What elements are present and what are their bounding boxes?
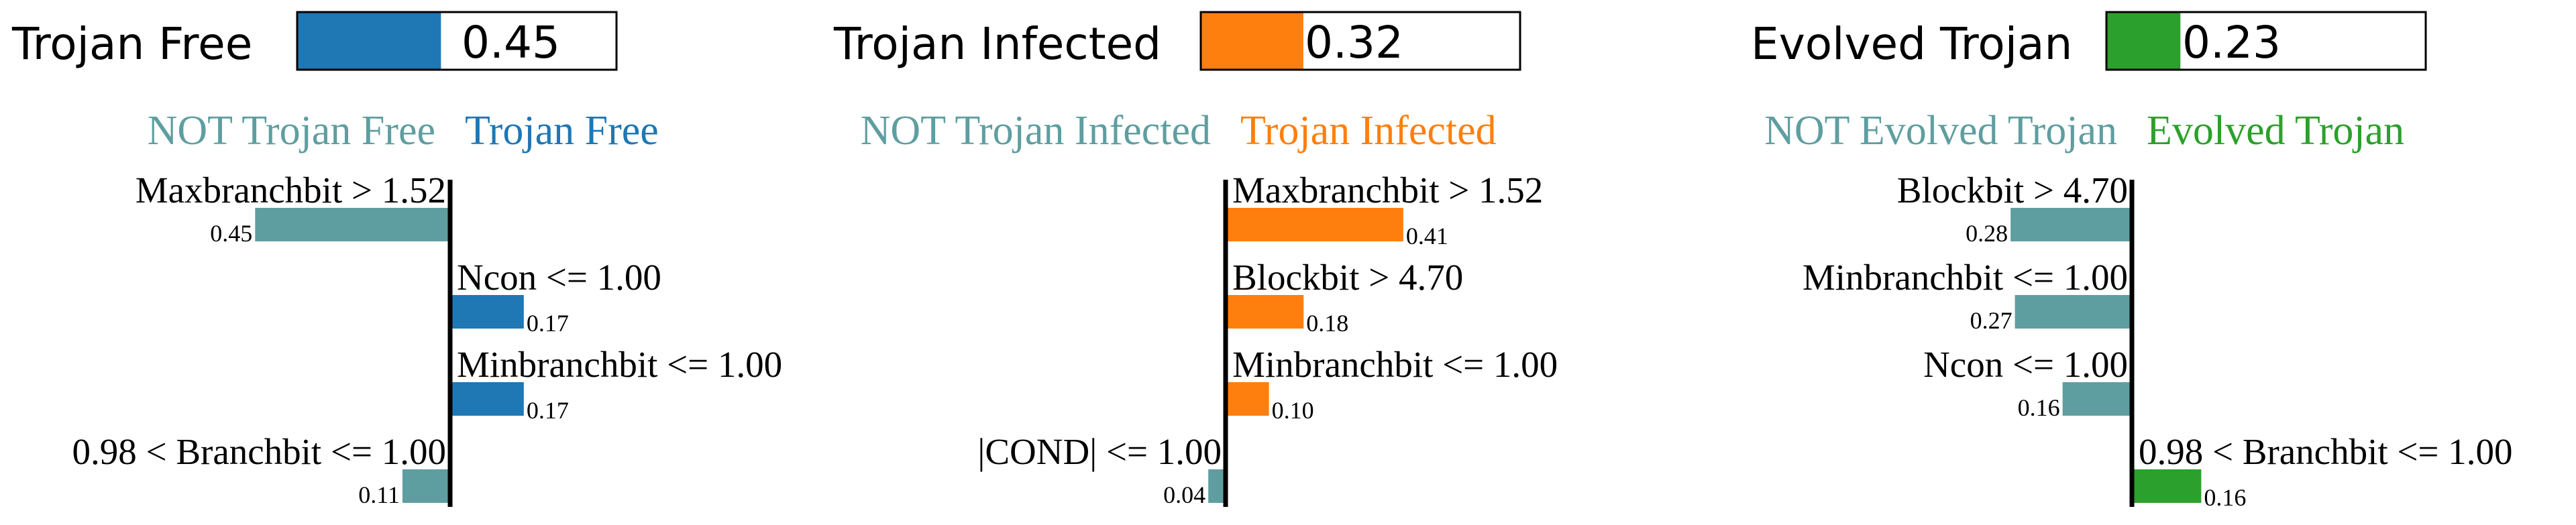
probability-class-name: Trojan Free <box>11 18 252 70</box>
feature-bar <box>1226 295 1304 329</box>
feature-bar <box>450 382 524 416</box>
probability-fill <box>1201 13 1303 69</box>
feature-value-label: 0.16 <box>2018 394 2060 421</box>
feature-bar <box>2010 208 2132 241</box>
feature-value-label: 0.27 <box>1970 307 2012 334</box>
feature-value-label: 0.41 <box>1406 223 1448 249</box>
probability-value: 0.23 <box>2182 17 2281 68</box>
feature-value-label: 0.04 <box>1163 481 1205 508</box>
feature-condition-label: Maxbranchbit > 1.52 <box>1232 170 1543 211</box>
feature-value-label: 0.17 <box>527 310 569 337</box>
not-class-label: NOT Evolved Trojan <box>1764 108 2117 154</box>
feature-condition-label: 0.98 < Branchbit <= 1.00 <box>72 431 446 472</box>
feature-bar <box>402 469 450 503</box>
feature-condition-label: Ncon <= 1.00 <box>1923 344 2128 385</box>
class-label: Trojan Infected <box>1240 108 1497 154</box>
probability-fill <box>2107 13 2181 69</box>
feature-bar <box>450 295 524 329</box>
not-class-label: NOT Trojan Free <box>148 108 435 154</box>
feature-bar <box>2015 295 2132 329</box>
class-label: Evolved Trojan <box>2147 108 2404 154</box>
class-label: Trojan Free <box>465 108 659 154</box>
probability-class-name: Evolved Trojan <box>1751 18 2072 70</box>
feature-condition-label: 0.98 < Branchbit <= 1.00 <box>2139 431 2512 472</box>
feature-bar <box>1226 208 1403 241</box>
feature-condition-label: Minbranchbit <= 1.00 <box>1803 257 2128 298</box>
feature-condition-label: Blockbit > 4.70 <box>1232 257 1463 298</box>
feature-condition-label: Ncon <= 1.00 <box>457 257 661 298</box>
not-class-label: NOT Trojan Infected <box>861 108 1211 154</box>
feature-value-label: 0.11 <box>358 481 400 508</box>
feature-condition-label: Minbranchbit <= 1.00 <box>1232 344 1558 385</box>
feature-bar <box>1208 469 1226 503</box>
feature-value-label: 0.16 <box>2204 484 2246 511</box>
feature-bar <box>2132 469 2202 503</box>
feature-condition-label: Minbranchbit <= 1.00 <box>457 344 782 385</box>
feature-value-label: 0.45 <box>210 220 252 247</box>
probability-fill <box>298 13 441 69</box>
feature-bar <box>2062 382 2132 416</box>
feature-value-label: 0.28 <box>1966 220 2008 247</box>
feature-condition-label: |COND| <= 1.00 <box>977 431 1222 472</box>
feature-bar <box>255 208 450 241</box>
feature-value-label: 0.18 <box>1306 310 1348 337</box>
feature-value-label: 0.17 <box>527 397 569 424</box>
feature-value-label: 0.10 <box>1272 397 1314 424</box>
probability-class-name: Trojan Infected <box>833 18 1161 70</box>
feature-bar <box>1226 382 1269 416</box>
probability-value: 0.32 <box>1305 17 1403 68</box>
feature-condition-label: Maxbranchbit > 1.52 <box>136 170 446 211</box>
probability-value: 0.45 <box>462 17 560 68</box>
feature-condition-label: Blockbit > 4.70 <box>1897 170 2128 211</box>
